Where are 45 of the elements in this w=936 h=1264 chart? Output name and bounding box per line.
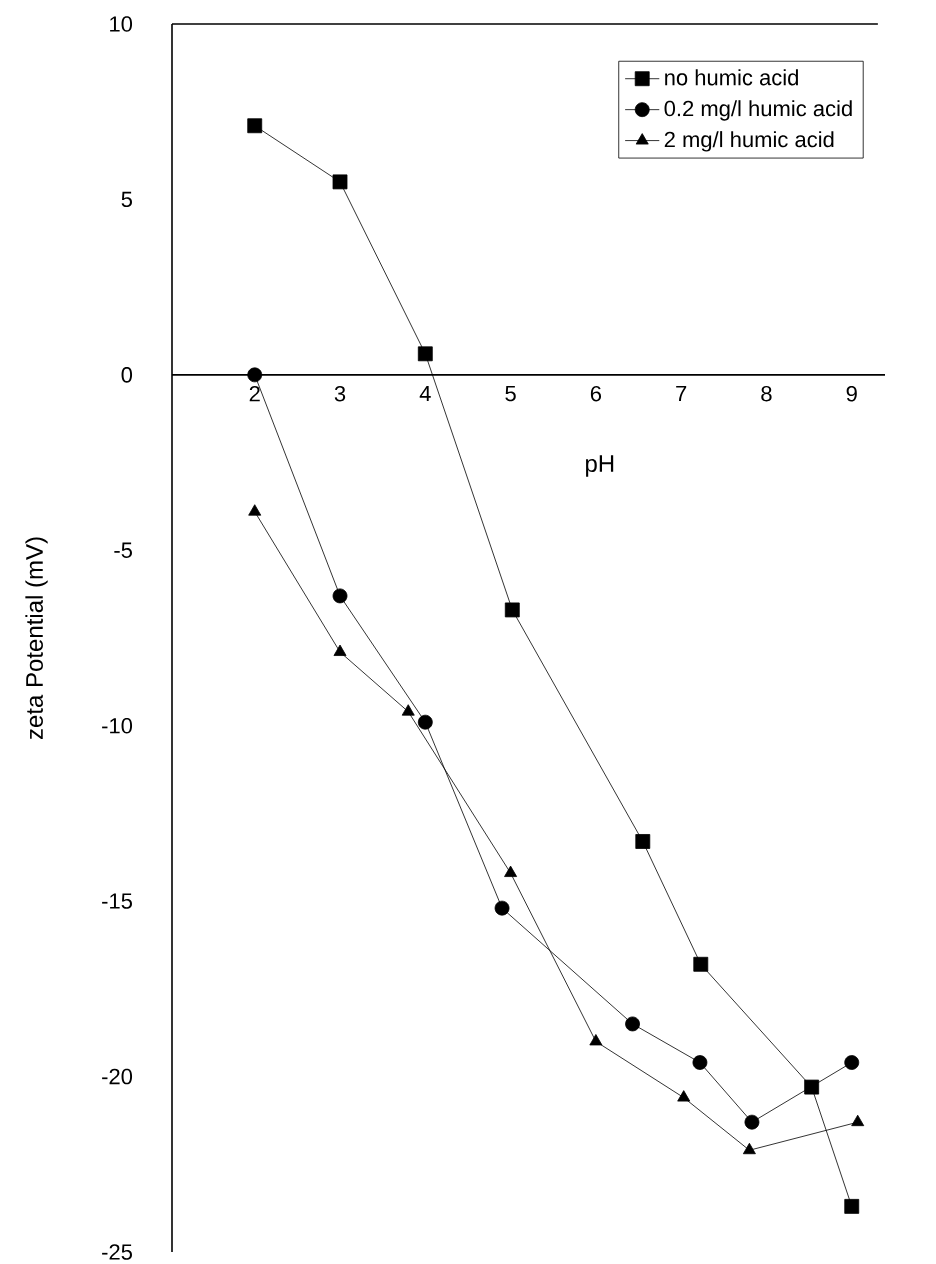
point (692, 1055, 708, 1070)
point (417, 346, 433, 362)
y-tick-label: -25 (102, 1244, 132, 1260)
point (401, 704, 415, 716)
y-tick-label: 10 (110, 16, 133, 32)
point (504, 865, 518, 877)
point (332, 174, 348, 190)
point (804, 1079, 820, 1095)
x-tick-label: 8 (761, 385, 772, 402)
y-tick-label: 5 (121, 191, 132, 208)
y-tick-label: -20 (102, 1068, 133, 1085)
point (625, 1016, 640, 1032)
x-tick-label: 5 (505, 385, 516, 402)
point (589, 1034, 603, 1046)
y-tick-label: -10 (102, 717, 133, 734)
y-axis-title: zeta Potential (mV) (25, 537, 48, 740)
x-tick-label: 7 (676, 385, 687, 402)
legend-label: no humic acid (665, 69, 798, 86)
point (635, 834, 651, 849)
point (844, 1055, 860, 1070)
legend-label: 2 mg/l humic acid (664, 131, 834, 152)
point (693, 956, 709, 972)
point (332, 588, 348, 604)
y-tick-label: -5 (114, 542, 132, 558)
x-axis-title: pH (586, 455, 614, 477)
point (742, 1142, 756, 1155)
x-tick-label: 4 (419, 385, 431, 402)
point (247, 118, 263, 134)
x-tick-label: 2 (249, 385, 260, 402)
point (248, 504, 262, 516)
x-tick-label: 6 (590, 385, 602, 402)
point (504, 602, 520, 618)
y-tick-label: -15 (102, 893, 132, 909)
x-tick-label: 9 (846, 385, 857, 402)
x-tick-label: 3 (334, 385, 346, 402)
point (333, 644, 347, 656)
point (744, 1114, 760, 1130)
y-tick-label: 0 (121, 367, 133, 383)
point (494, 900, 510, 916)
legend-label: 0.2 mg/l humic acid (664, 100, 852, 121)
point (851, 1114, 865, 1127)
point (677, 1090, 691, 1102)
point (417, 714, 433, 730)
point (247, 367, 263, 383)
point (844, 1198, 860, 1214)
